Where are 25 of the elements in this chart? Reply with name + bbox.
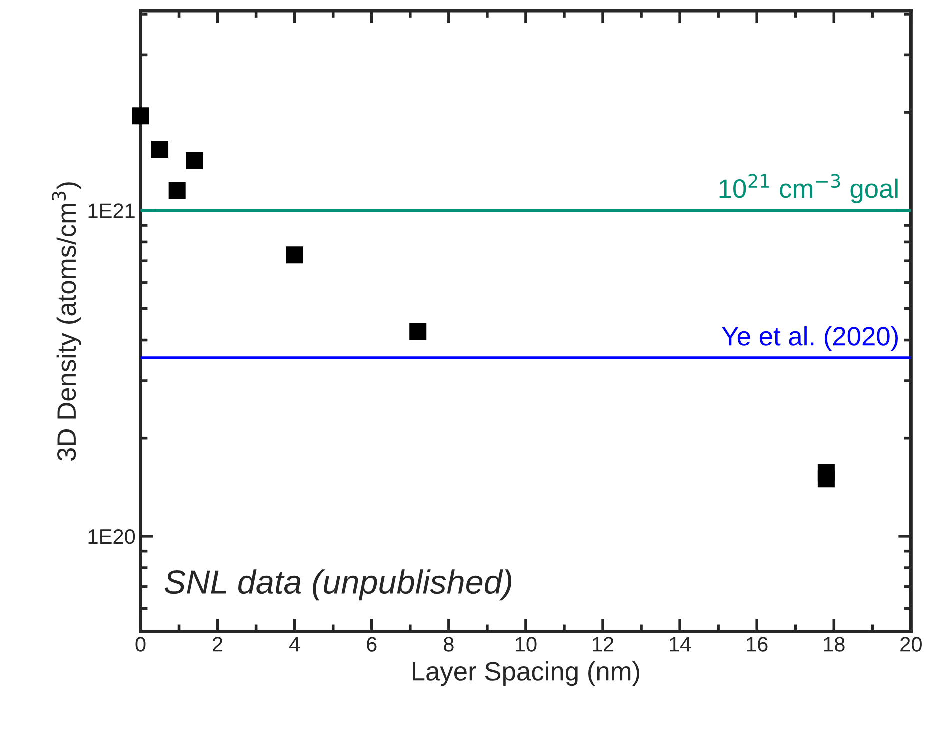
x-axis-title: Layer Spacing (nm) <box>413 662 640 686</box>
point <box>152 141 169 158</box>
y-tick-label: 1E21 <box>88 204 135 218</box>
annotation: SNL data (unpublished) <box>164 570 512 601</box>
point <box>186 152 204 170</box>
y-axis-title: 3D Density (atoms/cm$^{3}$) <box>52 182 82 461</box>
x-tick-label: 20 <box>900 637 922 652</box>
y-tick-label: 1E20 <box>88 529 136 544</box>
point <box>818 470 835 488</box>
x-tick-label: 8 <box>444 637 454 652</box>
x-tick-label: 18 <box>824 637 845 652</box>
x-tick-label: 16 <box>747 637 768 652</box>
x-tick-label: 4 <box>290 637 300 652</box>
x-tick-label: 2 <box>213 637 223 652</box>
x-tick-label: 10 <box>516 637 537 652</box>
point <box>286 246 304 264</box>
point <box>168 182 186 200</box>
x-tick-label: 6 <box>367 637 377 652</box>
ref-line-label: 10$^{21}$ cm$^{−3}$ goal <box>720 174 898 204</box>
point <box>410 323 427 340</box>
x-tick-label: 0 <box>136 637 146 652</box>
ref-line-label: Ye et al. (2020) <box>722 326 898 352</box>
x-tick-label: 14 <box>670 637 692 652</box>
x-tick-label: 12 <box>593 637 614 652</box>
point <box>132 108 150 125</box>
